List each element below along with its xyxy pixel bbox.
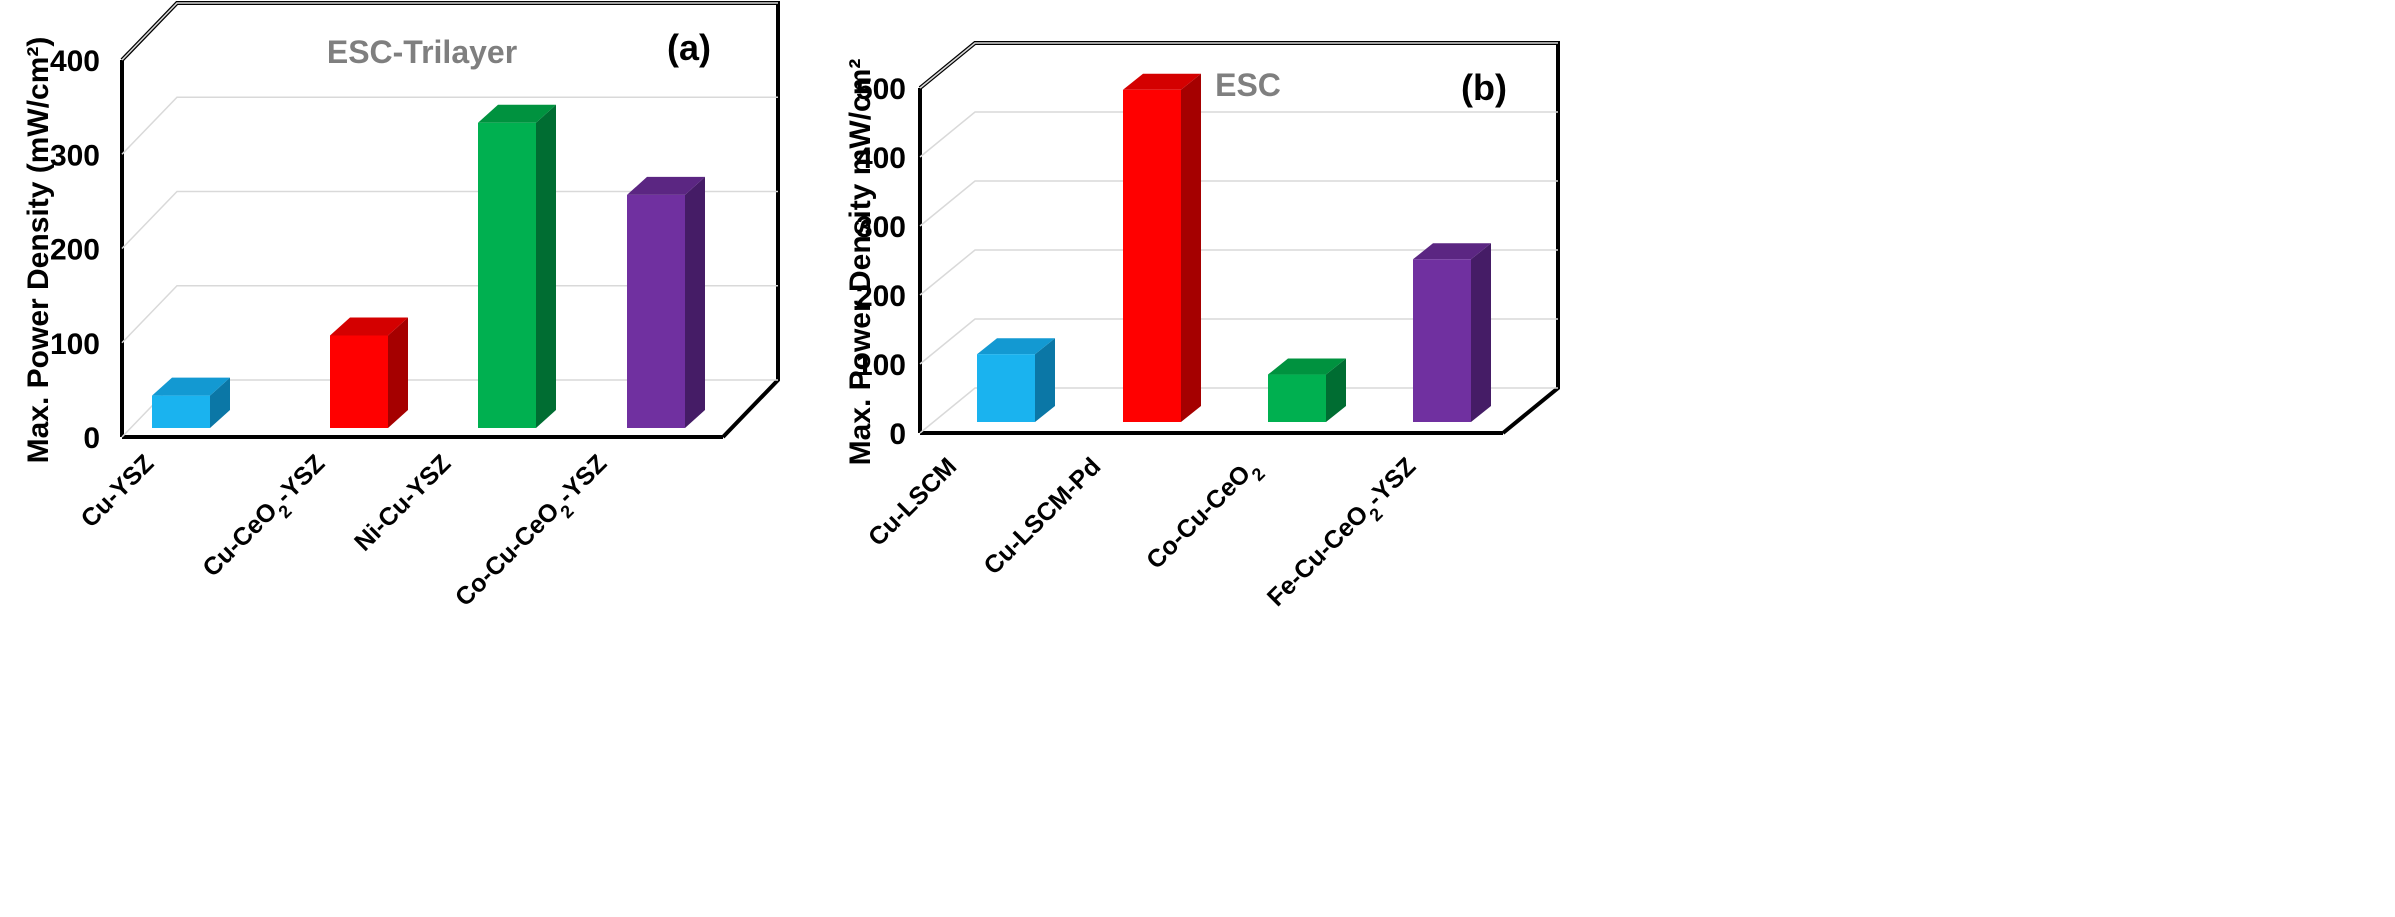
x-tick-label: Cu-LSCM	[863, 452, 962, 551]
bar-front	[627, 194, 685, 428]
gridline	[919, 249, 1558, 296]
chart-title: ESC-Trilayer	[327, 34, 517, 70]
gridline	[121, 285, 778, 344]
y-tick-label: 500	[856, 73, 906, 106]
gridline	[919, 42, 1558, 89]
panel-label: (b)	[1461, 67, 1507, 108]
y-tick-label: 200	[856, 280, 906, 313]
bar-Cu-CeO2-YSZ	[330, 317, 408, 428]
bar-front	[1268, 374, 1326, 422]
bar-top	[330, 317, 408, 336]
bar-top	[1413, 243, 1491, 260]
chart-title: ESC	[1215, 67, 1281, 103]
bar-top	[152, 377, 230, 396]
bar-Cu-LSCM	[977, 338, 1055, 422]
y-tick-label: 400	[856, 142, 906, 175]
bar-front	[478, 122, 536, 428]
bar-front	[1123, 89, 1181, 422]
bar-top	[977, 338, 1055, 355]
y-tick-label: 100	[50, 328, 100, 361]
bar-top	[1123, 73, 1201, 90]
bar-Co-Cu-CeO2-YSZ	[627, 176, 705, 428]
bar-side	[1181, 73, 1201, 422]
x-tick-label: Cu-LSCM-Pd	[978, 452, 1106, 580]
y-tick-label: 200	[50, 234, 100, 267]
bar-top	[1268, 358, 1346, 375]
gridline	[919, 180, 1558, 227]
bar-front	[977, 354, 1035, 422]
bar-top	[627, 176, 705, 195]
bar-side	[685, 176, 705, 428]
bar-front	[330, 335, 388, 428]
bar-Fe-Cu-CeO2-YSZ	[1413, 243, 1491, 422]
bar-side	[1326, 358, 1346, 422]
x-tick-label: Fe-Cu-CeO2-YSZ	[1262, 452, 1427, 617]
x-tick-label: Co-Cu-CeO2	[1141, 452, 1269, 580]
bar-front	[152, 395, 210, 428]
y-tick-label: 100	[856, 349, 906, 382]
floor-gridline	[919, 387, 1558, 434]
bar-Ni-Cu-YSZ	[478, 104, 556, 428]
x-tick-label: Co-Cu-CeO2-YSZ	[450, 449, 618, 617]
bar-Cu-LSCM-Pd	[1123, 73, 1201, 422]
bar-side	[536, 104, 556, 428]
bar-side	[1035, 338, 1055, 422]
bar-front	[1413, 259, 1471, 422]
bar-side	[210, 377, 230, 428]
y-tick-label: 0	[83, 422, 100, 455]
gridline	[919, 111, 1558, 158]
bar-side	[1471, 243, 1491, 422]
y-tick-label: 400	[50, 45, 100, 78]
y-axis-label: Max. Power Density (mW/cm²)	[22, 37, 55, 464]
y-tick-label: 300	[50, 139, 100, 172]
bar-top	[478, 104, 556, 123]
gridline	[919, 318, 1558, 365]
gridline	[121, 2, 778, 61]
x-tick-label: Ni-Cu-YSZ	[349, 449, 456, 556]
gridline	[121, 96, 778, 155]
bar-Co-Cu-CeO2	[1268, 358, 1346, 422]
y-tick-label: 300	[856, 211, 906, 244]
bar-side	[388, 317, 408, 428]
panel-label: (a)	[667, 27, 711, 68]
x-tick-label: Cu-CeO2-YSZ	[197, 449, 336, 588]
y-tick-label: 0	[889, 418, 906, 451]
gridline	[121, 190, 778, 250]
y-axis-label: Max. Power Density mW/cm²	[844, 59, 877, 466]
bar-Cu-YSZ	[152, 377, 230, 428]
x-tick-label: Cu-YSZ	[76, 449, 160, 533]
